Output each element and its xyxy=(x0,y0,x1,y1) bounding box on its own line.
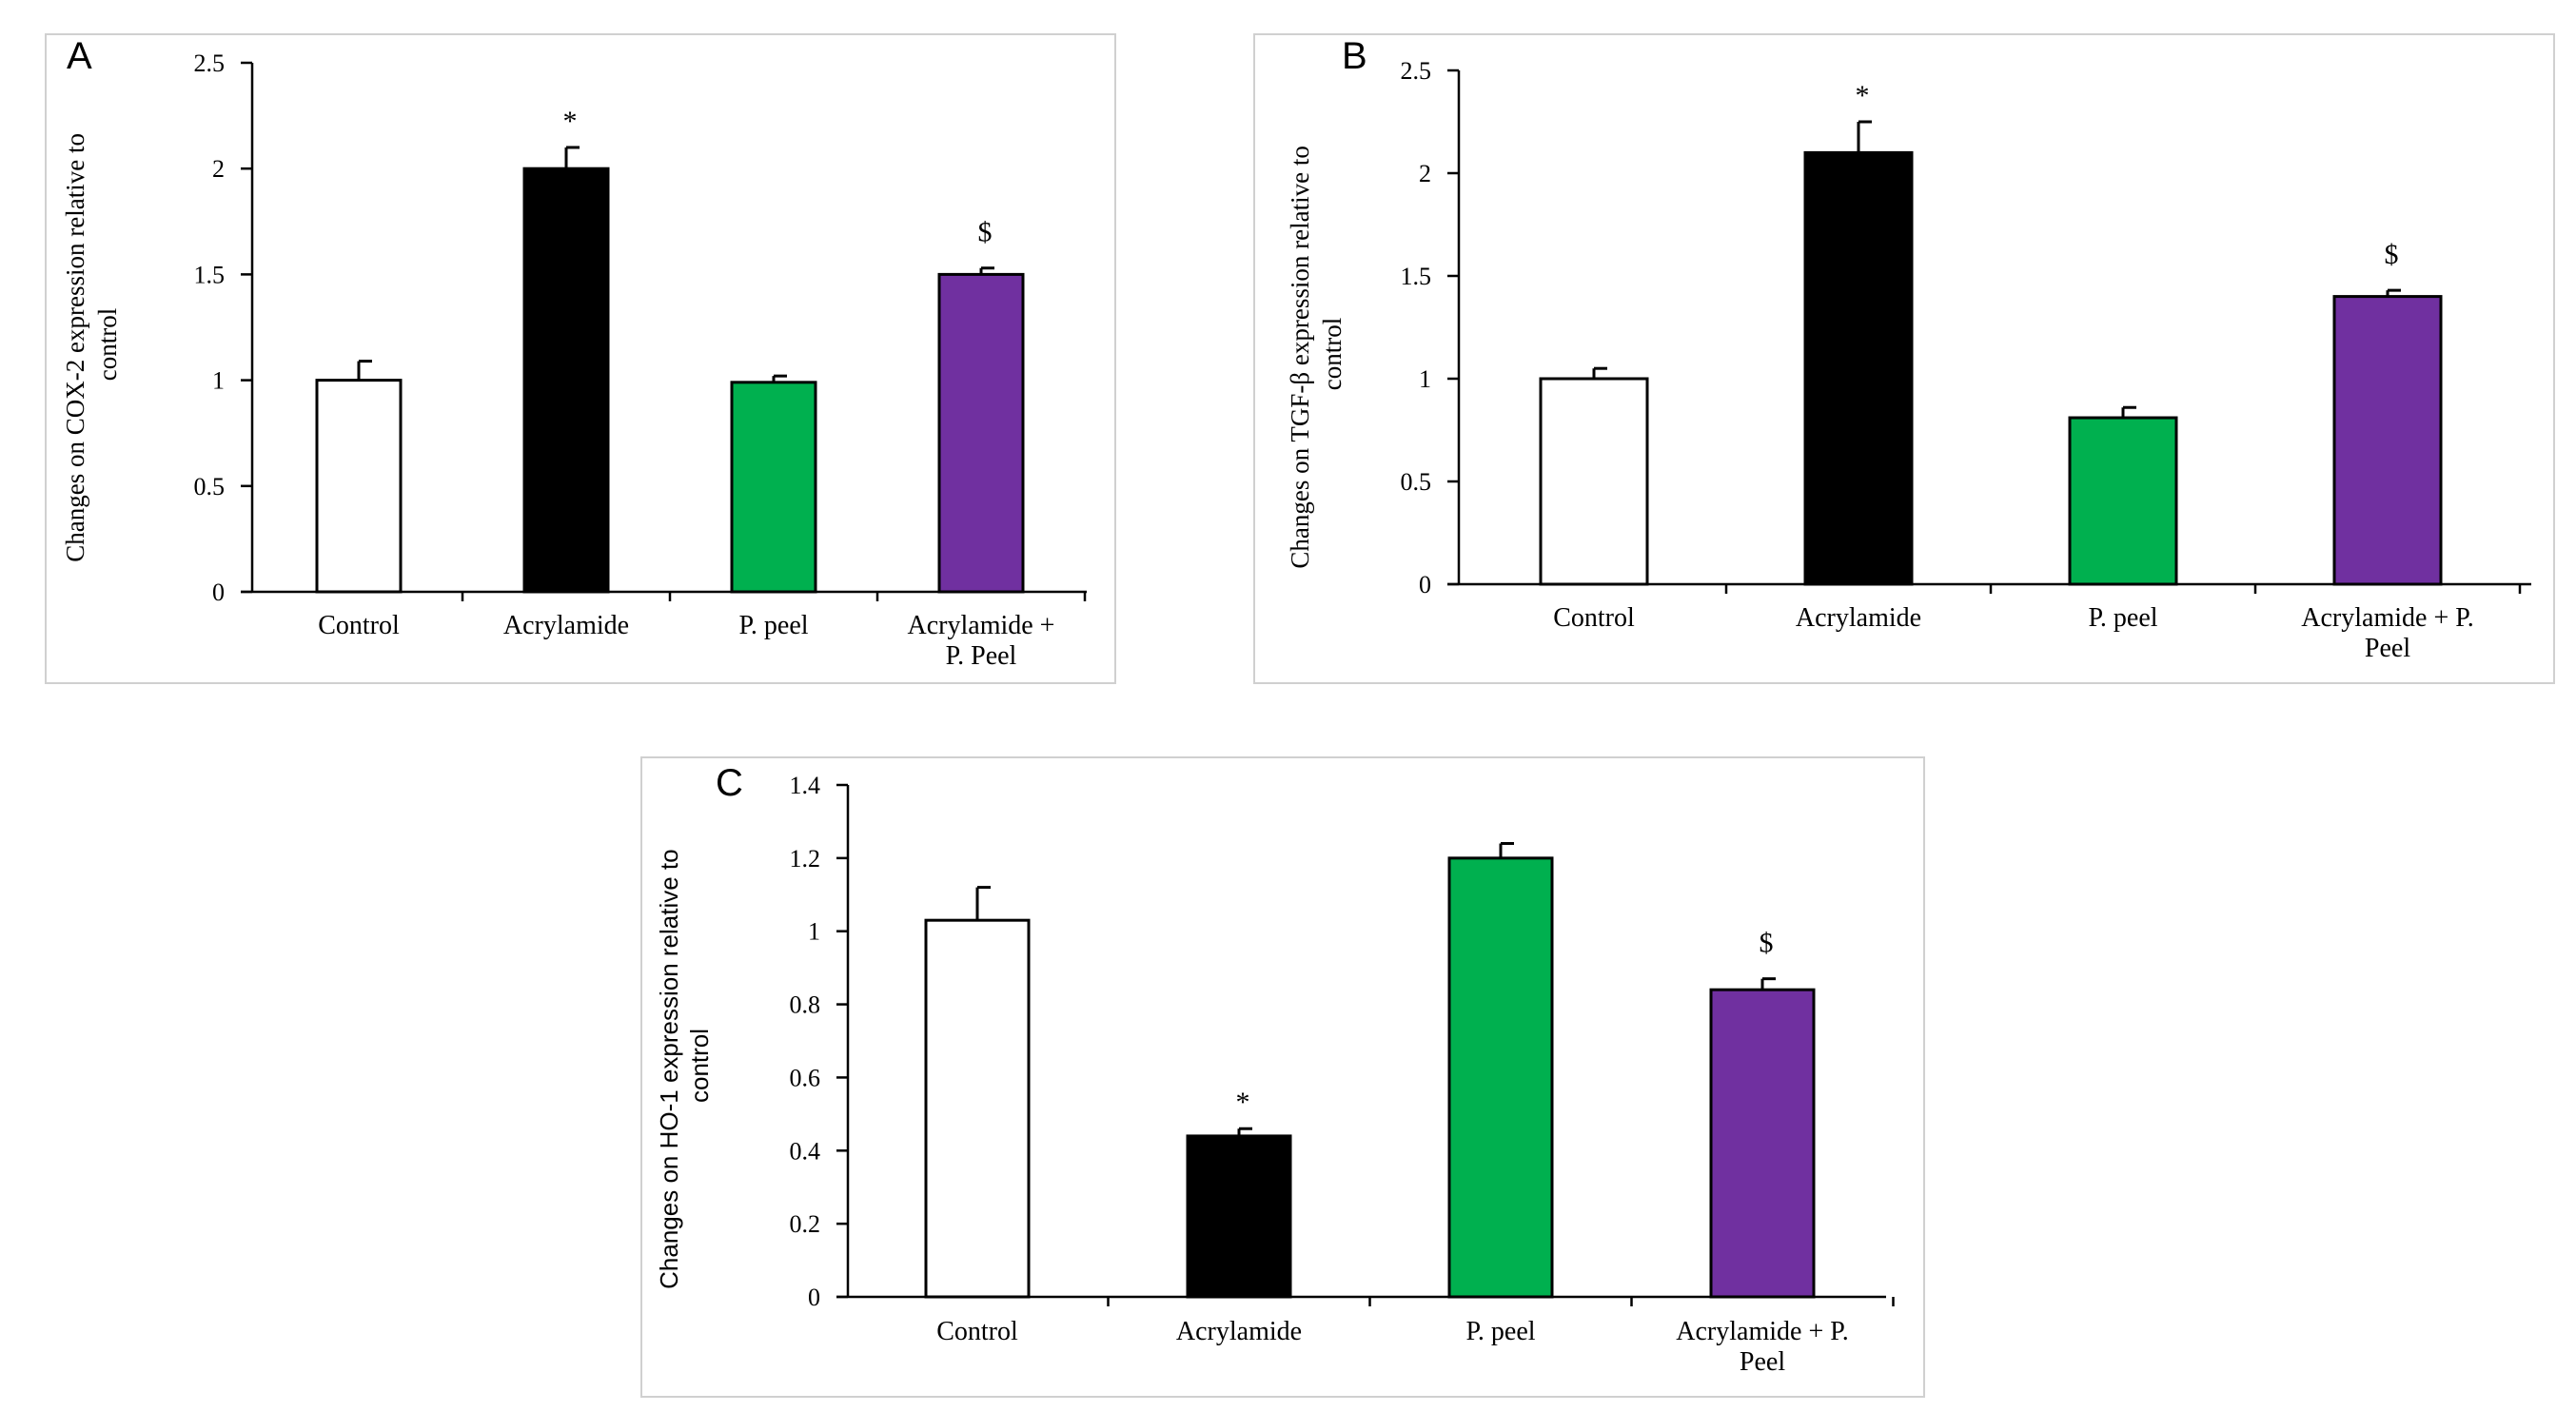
panel-b-bars: *$ xyxy=(1539,80,2443,586)
panel-a-x-axis: Control Acrylamide P. peel Acrylamide + P. P… xyxy=(318,592,1087,671)
panel-b-category-label-line: Acrylamide xyxy=(1796,603,1921,633)
panel-a: A Changes on COX-2 expression relative t… xyxy=(45,33,1116,684)
panel-c-significance-marker: * xyxy=(1236,1087,1250,1118)
panel-a-category-label-line: Control xyxy=(318,611,400,640)
panel-a-category-label: Acrylamide + P. Peel xyxy=(908,611,1055,671)
panel-c-bars: *$ xyxy=(924,841,1816,1299)
panel-a-category-label: Control xyxy=(318,611,400,640)
panel-c-category-label: P. peel xyxy=(1465,1317,1535,1346)
panel-c-letter: C xyxy=(716,762,743,804)
panel-a-y-axis-label-line-2: control xyxy=(93,308,122,381)
panel-c-y-tick-label: 0.6 xyxy=(790,1064,821,1091)
panel-b-x-axis: Control Acrylamide P. peel Acrylamide + P. P… xyxy=(1553,584,2522,663)
panel-a-y-tick-label: 2 xyxy=(212,155,225,183)
panel-b-y-axis-label-line-1: Changes on TGF-β expression relative to xyxy=(1286,146,1314,568)
panel-b-bar-3 xyxy=(2068,416,2178,586)
panel-c-category-label: Acrylamide + P. Peel xyxy=(1676,1317,1848,1377)
panel-c-category-label-line: Acrylamide xyxy=(1176,1317,1302,1346)
panel-a-y-tick-label: 1 xyxy=(212,367,225,395)
panel-b-letter: B xyxy=(1342,35,1367,77)
panel-b-bar-4 xyxy=(2332,295,2443,586)
panel-c-y-axis-label-line-2: control xyxy=(685,1029,714,1103)
panel-b: B Changes on TGF-β expression relative t… xyxy=(1253,33,2555,684)
panel-c-bar-1 xyxy=(924,918,1031,1299)
panel-a-y-tick-label: 0 xyxy=(212,579,225,606)
panel-a-category-label: P. peel xyxy=(738,611,808,640)
panel-a-bar-3 xyxy=(730,381,817,594)
panel-c-y-tick-label: 1 xyxy=(808,918,820,946)
panel-c-category-label-line: Peel xyxy=(1740,1347,1785,1377)
panel-b-category-label-line: Acrylamide + P. xyxy=(2301,603,2473,633)
panel-b-bar-2 xyxy=(1803,150,1914,586)
panel-b-y-axis: 0 0.5 1 1.5 2 2.5 xyxy=(1401,57,1459,598)
panel-c-bar-2 xyxy=(1186,1134,1292,1299)
panel-b-y-tick-label: 0 xyxy=(1419,571,1431,598)
panel-a-letter: A xyxy=(67,35,92,77)
panel-a-y-tick-label: 2.5 xyxy=(194,49,226,77)
panel-b-y-tick-label: 2.5 xyxy=(1401,57,1432,85)
panel-b-category-label-line: P. peel xyxy=(2088,603,2157,633)
panel-b-y-axis-label-line-2: control xyxy=(1318,318,1347,390)
panel-b-category-label-line: Peel xyxy=(2365,634,2410,663)
panel-b-category-label: Control xyxy=(1553,603,1635,633)
panel-b-y-tick-label: 2 xyxy=(1419,160,1431,187)
panel-b-category-label: Acrylamide + P. Peel xyxy=(2301,603,2473,663)
panel-c-y-axis-label: Changes on HO-1 expression relative to c… xyxy=(655,842,714,1289)
panel-a-significance-marker: * xyxy=(563,106,578,137)
panel-c-bar-3 xyxy=(1447,856,1554,1299)
panel-c-category-label-line: Acrylamide + P. xyxy=(1676,1317,1848,1346)
panel-c-y-tick-label: 0.2 xyxy=(790,1210,821,1238)
panel-a-y-axis-label: Changes on COX-2 expression relative to … xyxy=(61,127,122,561)
panel-b-category-label-line: Control xyxy=(1553,603,1635,633)
panel-c-significance-marker: $ xyxy=(1760,928,1774,959)
panel-a-bars: *$ xyxy=(315,106,1025,594)
panel-c-y-axis-label-line-1: Changes on HO-1 expression relative to xyxy=(655,849,683,1288)
panel-a-category-label: Acrylamide xyxy=(503,611,629,640)
panel-a-y-tick-label: 1.5 xyxy=(194,261,226,288)
panel-c-y-tick-label: 1.2 xyxy=(790,845,821,873)
panel-b-significance-marker: $ xyxy=(2385,239,2399,270)
panel-a-category-label-line: P. peel xyxy=(738,611,808,640)
panel-b-y-tick-label: 0.5 xyxy=(1401,468,1432,496)
panel-c-y-tick-label: 1.4 xyxy=(790,772,821,799)
panel-b-bar-1 xyxy=(1539,377,1649,586)
panel-c-category-label-line: Control xyxy=(936,1317,1018,1346)
panel-c-y-tick-label: 0 xyxy=(808,1284,820,1311)
panel-a-category-label-line: P. Peel xyxy=(946,641,1017,671)
panel-a-bar-2 xyxy=(522,167,610,594)
panel-b-y-axis-label: Changes on TGF-β expression relative to … xyxy=(1286,139,1347,568)
panel-c-category-label: Control xyxy=(936,1317,1018,1346)
panel-c-y-tick-label: 0.8 xyxy=(790,991,821,1019)
panel-a-category-label-line: Acrylamide + xyxy=(908,611,1055,640)
panel-b-y-tick-label: 1 xyxy=(1419,365,1431,393)
panel-b-y-tick-label: 1.5 xyxy=(1401,263,1432,290)
panel-a-bar-4 xyxy=(937,272,1025,594)
panel-c-y-tick-label: 0.4 xyxy=(790,1137,821,1165)
panel-b-category-label: P. peel xyxy=(2088,603,2157,633)
panel-c-category-label: Acrylamide xyxy=(1176,1317,1302,1346)
panel-c-y-axis: 0 0.2 0.4 0.6 0.8 1 1.2 1.4 xyxy=(790,772,848,1311)
panel-c: C Changes on HO-1 expression relative to… xyxy=(640,756,1925,1398)
panel-a-significance-marker: $ xyxy=(978,217,993,248)
panel-c-x-axis: Control Acrylamide P. peel Acrylamide + P. P… xyxy=(936,1297,1895,1377)
panel-a-bar-1 xyxy=(315,379,403,594)
panel-b-category-label: Acrylamide xyxy=(1796,603,1921,633)
panel-c-category-label-line: P. peel xyxy=(1465,1317,1535,1346)
panel-b-significance-marker: * xyxy=(1856,80,1870,111)
panel-c-bar-4 xyxy=(1709,988,1816,1299)
panel-a-category-label-line: Acrylamide xyxy=(503,611,629,640)
panel-a-y-axis-label-line-1: Changes on COX-2 expression relative to xyxy=(61,133,89,562)
panel-a-y-tick-label: 0.5 xyxy=(194,473,226,500)
